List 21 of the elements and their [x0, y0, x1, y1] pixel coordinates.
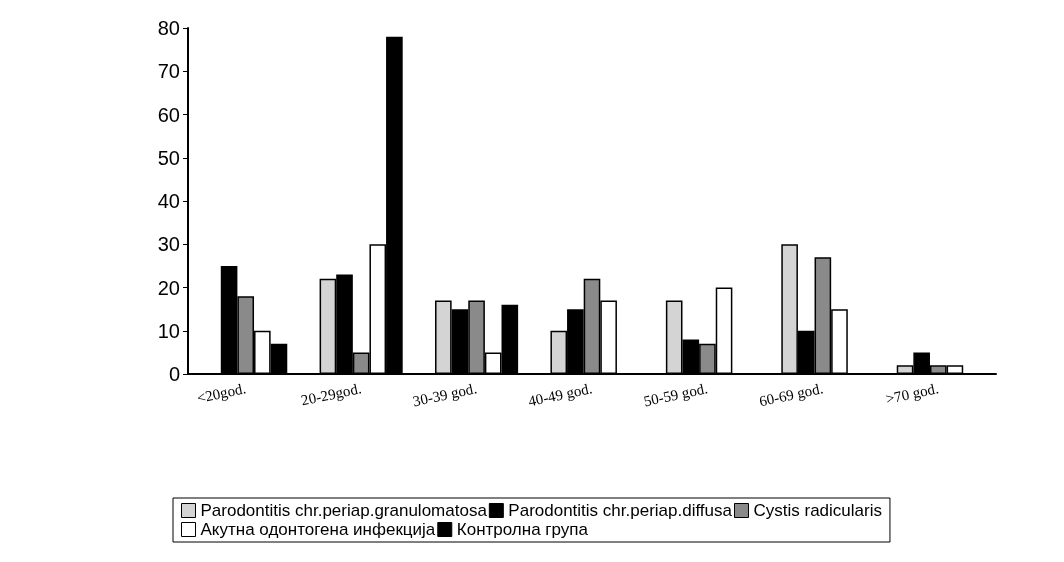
y-tick-label: 50 — [157, 146, 180, 169]
legend-label: Контролна група — [456, 520, 589, 539]
legend-label: Cystis radicularis — [753, 501, 882, 520]
y-tick-label: 10 — [157, 319, 180, 342]
y-tick-label: 0 — [168, 363, 180, 385]
x-tick-label: <20god. — [195, 380, 248, 407]
y-tick-label: 70 — [157, 60, 180, 83]
x-tick-label: >70 god. — [884, 380, 940, 407]
legend-label: Parodontitis chr.periap.granulomatosa — [200, 501, 488, 520]
y-tick-label: 80 — [157, 17, 180, 39]
legend-label: Акутна одонтогена инфекција — [200, 520, 436, 539]
x-tick-label: 40-49 god. — [526, 380, 594, 410]
y-tick-label: 20 — [157, 276, 180, 299]
y-tick-label: 60 — [157, 103, 180, 126]
legend-label: Parodontitis chr.periap.diffusa — [508, 501, 733, 520]
y-tick-label: 40 — [157, 190, 180, 212]
x-tick-label: 50-59 god. — [642, 380, 710, 410]
x-tick-label: 30-39 god. — [411, 380, 479, 410]
x-tick-label: 20-29god. — [299, 380, 363, 409]
y-tick-label: 30 — [157, 233, 180, 256]
x-tick-label: 60-69 god. — [757, 380, 825, 410]
